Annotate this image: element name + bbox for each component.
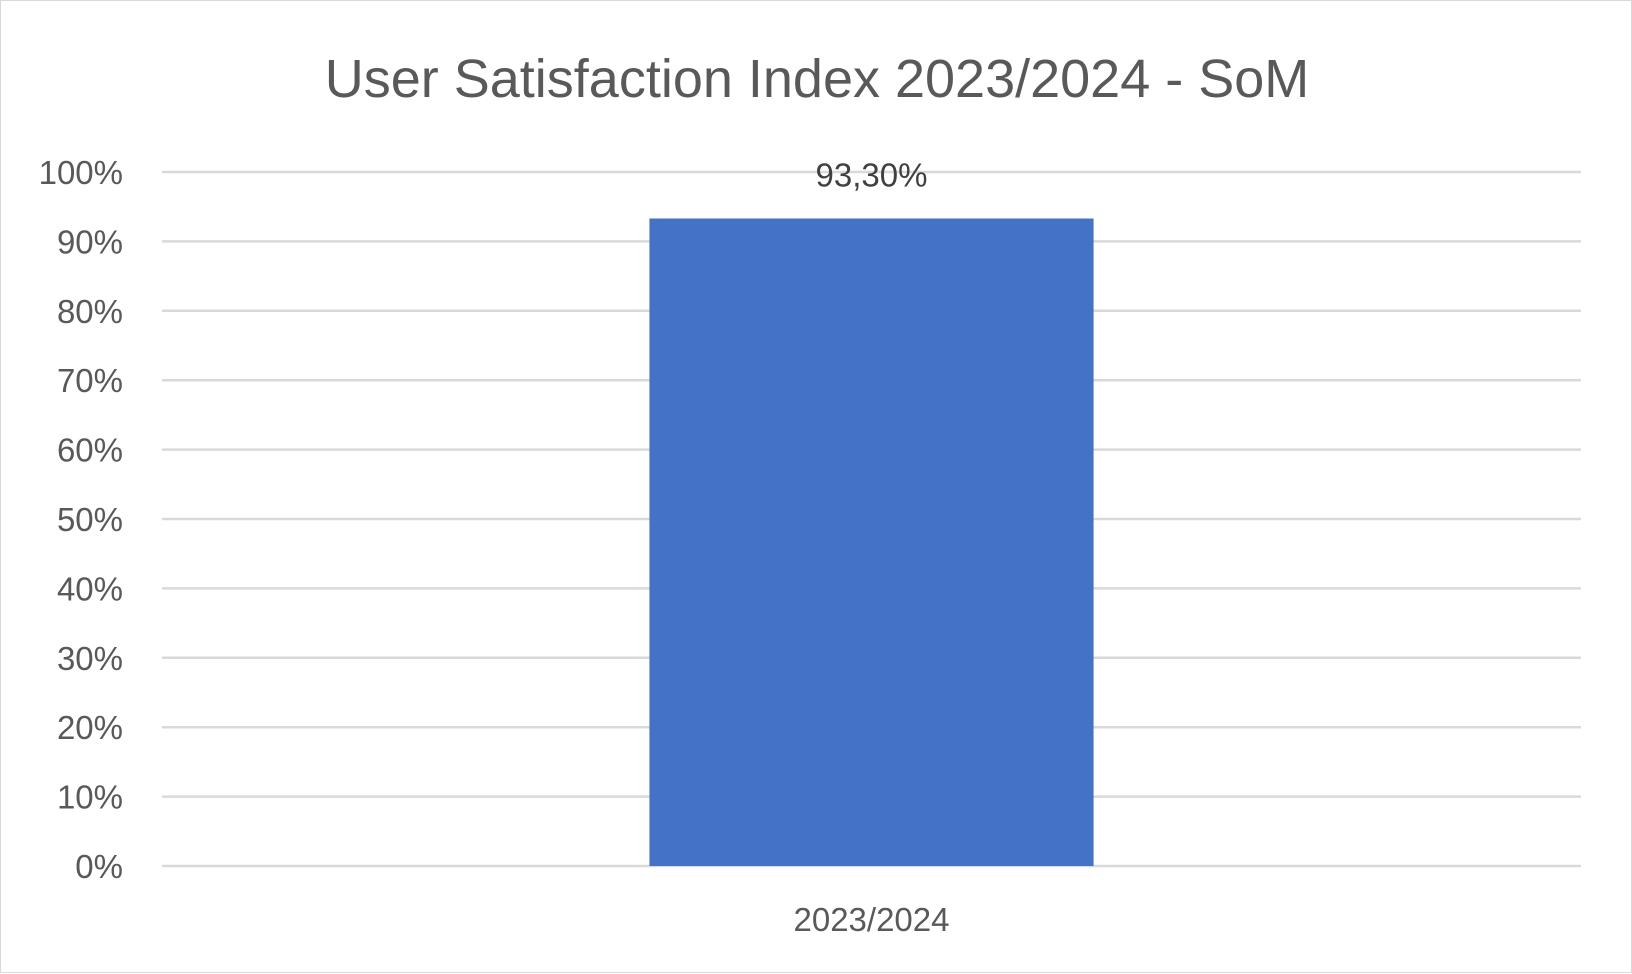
y-tick-label: 80%: [57, 293, 123, 330]
y-tick-label: 50%: [57, 501, 123, 538]
x-axis-category-labels: 2023/2024: [794, 901, 950, 938]
chart-title: User Satisfaction Index 2023/2024 - SoM: [325, 49, 1310, 109]
y-tick-label: 90%: [57, 223, 123, 260]
bar: [649, 218, 1094, 867]
y-tick-label: 70%: [57, 362, 123, 399]
y-axis-tick-labels: 0% 10% 20% 30% 40% 50% 60% 70% 80% 90% 100%: [39, 154, 123, 885]
y-tick-label: 100%: [39, 154, 123, 191]
y-tick-label: 0%: [75, 848, 123, 885]
data-label: 93,30%: [816, 156, 928, 193]
y-tick-label: 40%: [57, 570, 123, 607]
bars: [649, 218, 1094, 867]
x-category-label: 2023/2024: [794, 901, 950, 938]
y-tick-label: 30%: [57, 640, 123, 677]
y-tick-label: 60%: [57, 432, 123, 469]
y-tick-label: 10%: [57, 779, 123, 816]
data-labels: 93,30%: [816, 156, 928, 193]
y-tick-label: 20%: [57, 709, 123, 746]
